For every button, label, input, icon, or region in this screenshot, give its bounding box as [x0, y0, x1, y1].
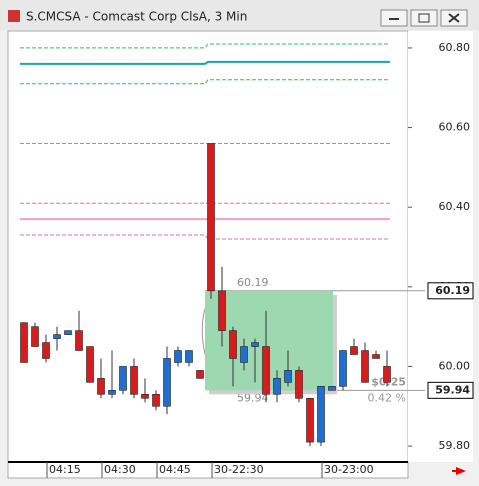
candle-body	[64, 330, 72, 335]
candle-body	[295, 370, 303, 399]
candle-body	[361, 350, 369, 383]
measure-percent-label: 0.42 %	[368, 391, 406, 404]
candle-body	[240, 346, 248, 363]
y-tick-label: 60.80	[439, 41, 471, 54]
scroll-arrow[interactable]	[452, 467, 466, 475]
candle-body	[53, 334, 61, 339]
candle-body	[306, 397, 314, 443]
candle-body	[284, 370, 292, 383]
candle-body	[262, 346, 270, 395]
candle-body	[185, 350, 193, 363]
x-tick-label: 04:45	[159, 463, 191, 476]
candle-body	[86, 346, 94, 383]
x-tick-label: 04:30	[104, 463, 136, 476]
y-tick-label: 60.00	[439, 359, 471, 372]
candle-body	[174, 350, 182, 363]
window-title: S.CMCSA - Comcast Corp ClsA, 3 Min	[26, 10, 247, 24]
level-line	[20, 60, 390, 65]
candle-body	[218, 290, 226, 331]
maximize-button[interactable]	[410, 9, 438, 27]
candle-body	[339, 350, 347, 387]
app-icon	[8, 10, 20, 22]
price-box	[427, 381, 474, 399]
candle-body	[229, 330, 237, 359]
x-tick-label: 04:15	[49, 463, 81, 476]
candle-body	[383, 366, 391, 383]
candle-body	[196, 370, 204, 379]
candle-body	[108, 390, 116, 395]
candle-body	[163, 358, 171, 407]
candle-body	[130, 366, 138, 395]
candle-body	[251, 342, 259, 347]
candle-body	[141, 394, 149, 399]
candle-body	[317, 386, 325, 443]
y-tick-label: 60.40	[439, 200, 471, 213]
x-tick-label: 30-23:00	[324, 463, 374, 476]
candle-body	[20, 322, 28, 363]
candle-body	[97, 378, 105, 395]
y-tick-label: 60.60	[439, 121, 471, 134]
price-box-label: 60.19	[435, 284, 470, 297]
measure-low-label: 59.94	[237, 391, 269, 404]
y-tick-label: 59.80	[439, 439, 471, 452]
close-icon	[448, 13, 460, 23]
candle-body	[31, 326, 39, 347]
candle-body	[75, 330, 83, 351]
candle-body	[372, 354, 380, 359]
price-box	[427, 282, 474, 300]
candle-body	[42, 342, 50, 359]
maximize-icon	[418, 13, 430, 23]
candle-body	[273, 378, 281, 395]
candle-body	[152, 394, 160, 407]
level-line	[20, 234, 390, 240]
level-line	[20, 43, 390, 49]
candle-body	[207, 143, 215, 292]
candle-body	[350, 346, 358, 355]
price-box-label: 59.94	[435, 383, 470, 396]
candle-body	[328, 386, 336, 391]
x-tick-label: 30-22:30	[214, 463, 264, 476]
level-line	[20, 79, 390, 85]
measure-high-label: 60.19	[237, 276, 269, 289]
candle-body	[119, 366, 127, 391]
